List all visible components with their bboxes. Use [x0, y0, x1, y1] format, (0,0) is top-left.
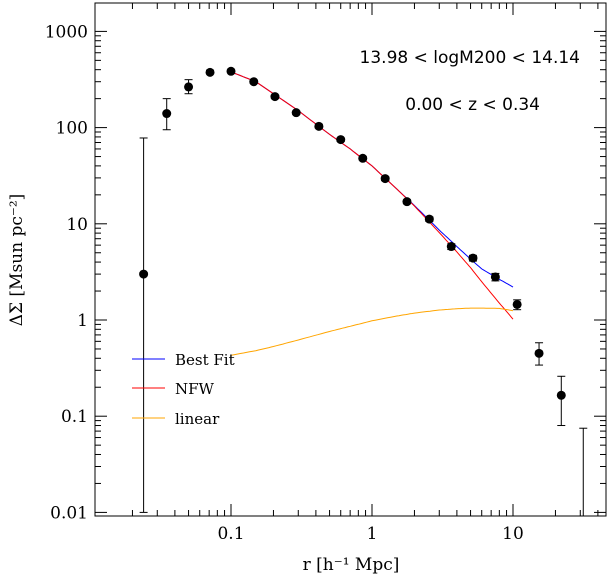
- data-point: [490, 272, 500, 282]
- legend-label-nfw: NFW: [175, 380, 215, 398]
- y-tick-label: 1000: [45, 22, 88, 42]
- legend: Best Fit NFW linear: [132, 351, 235, 428]
- data-point: [424, 214, 434, 224]
- data-point: [446, 242, 456, 252]
- data-point: [270, 92, 280, 102]
- legend-label-linear: linear: [175, 410, 220, 428]
- data-point: [336, 135, 346, 145]
- data-point: [314, 121, 324, 131]
- data-point: [184, 82, 194, 92]
- y-axis-label: ΔΣ [Msun pc⁻²]: [7, 194, 27, 327]
- data-point: [162, 109, 172, 119]
- x-tick-labels: 0.1 1 10: [217, 524, 523, 544]
- data-point: [205, 67, 215, 77]
- model-curves: [230, 71, 514, 356]
- data-point: [468, 253, 478, 263]
- x-axis-label: r [h⁻¹ Mpc]: [303, 555, 400, 575]
- data-point: [358, 153, 368, 163]
- data-point: [402, 197, 412, 207]
- data-point: [249, 77, 259, 87]
- y-tick-label: 100: [56, 119, 88, 139]
- axis-ticks: [95, 3, 606, 516]
- data-point: [291, 108, 301, 118]
- data-point: [380, 174, 390, 184]
- curve-nfw: [230, 71, 514, 320]
- legend-label-best-fit: Best Fit: [175, 351, 235, 369]
- y-tick-label: 0.01: [50, 503, 88, 523]
- y-tick-labels: 0.01 0.1 1 10 100 1000: [45, 22, 88, 523]
- x-tick-label: 10: [502, 524, 524, 544]
- data-point: [139, 269, 149, 279]
- y-tick-label: 10: [66, 215, 88, 235]
- plot-frame: [94, 2, 607, 517]
- data-point: [556, 390, 566, 400]
- data-point: [226, 66, 236, 76]
- annotation-mass-range: 13.98 < logM200 < 14.14: [360, 48, 580, 68]
- x-tick-label: 0.1: [217, 524, 244, 544]
- y-tick-label: 1: [77, 311, 88, 331]
- data-point: [512, 299, 522, 309]
- x-tick-label: 1: [367, 524, 378, 544]
- y-tick-label: 0.1: [61, 407, 88, 427]
- data-points: [139, 66, 588, 516]
- curve-linear: [230, 307, 514, 356]
- data-point: [534, 348, 544, 358]
- annotation-redshift-range: 0.00 < z < 0.34: [405, 95, 540, 115]
